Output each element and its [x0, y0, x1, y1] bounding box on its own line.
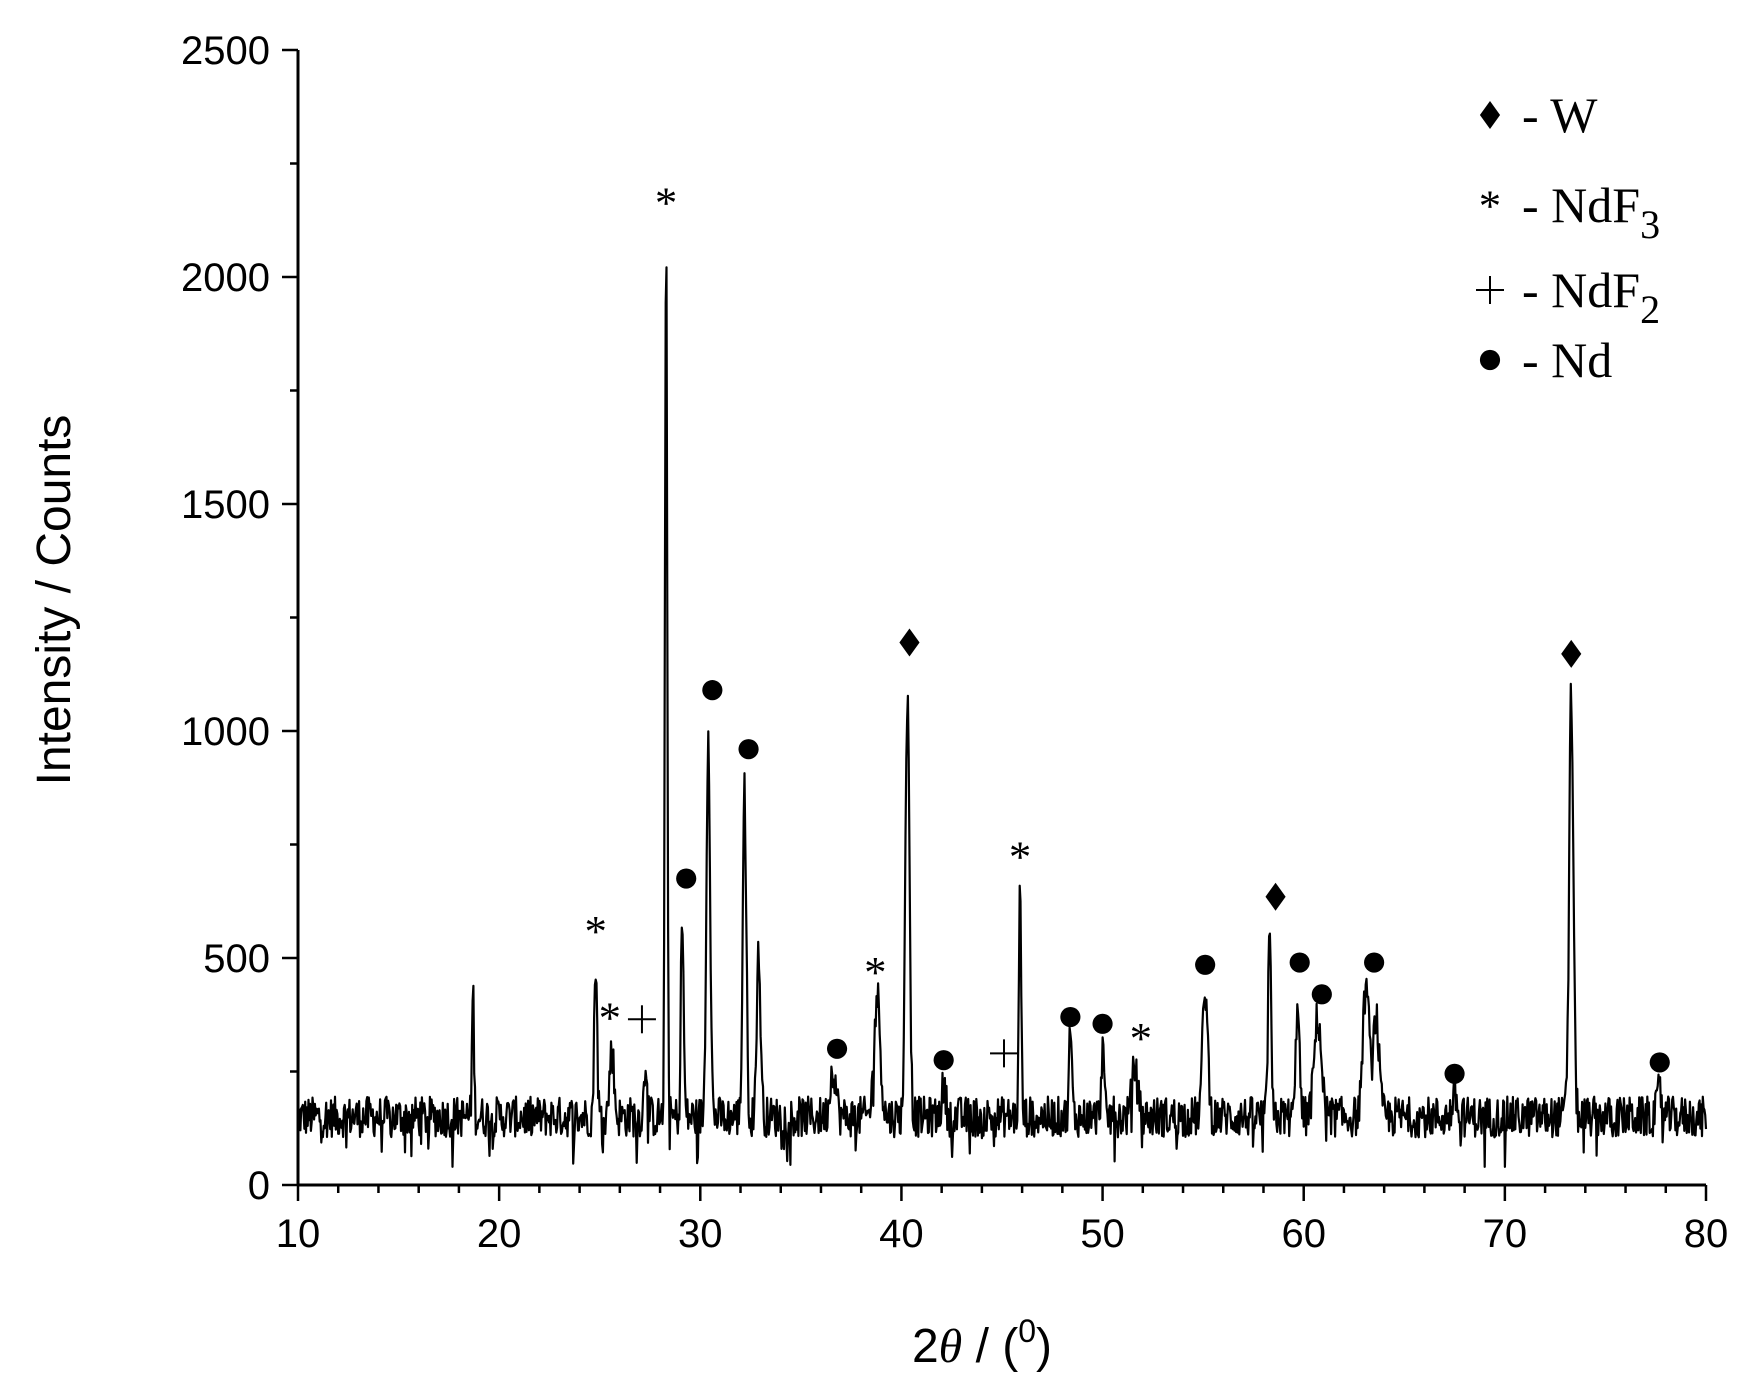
asterisk-marker: * [1130, 1013, 1152, 1063]
y-tick-label: 2000 [181, 256, 270, 300]
circle-marker [1444, 1063, 1465, 1084]
x-tick-label: 80 [1684, 1212, 1729, 1256]
circle-marker [1092, 1013, 1113, 1034]
circle-marker [1364, 952, 1385, 973]
asterisk-marker: * [864, 947, 886, 997]
x-tick-label: 30 [678, 1212, 723, 1256]
circle-marker [1289, 952, 1310, 973]
y-tick-label: 2500 [181, 29, 270, 73]
plus-marker [627, 1005, 656, 1034]
y-axis-ticks: 0 500 1000 1500 2000 2500 [181, 29, 298, 1208]
y-axis-title: Intensity / Counts [28, 415, 81, 786]
x-axis-title-unit: / ( [962, 1320, 1018, 1373]
x-axis-title: 2θ / (0) [912, 1313, 1052, 1373]
legend-item: - W [1479, 87, 1598, 143]
y-tick-label: 500 [203, 937, 270, 981]
diamond-marker [899, 628, 920, 657]
x-tick-label: 50 [1080, 1212, 1125, 1256]
circle-marker [676, 868, 697, 889]
x-axis-title-theta: θ [939, 1320, 963, 1373]
x-tick-label: 60 [1281, 1212, 1326, 1256]
circle-marker [1311, 984, 1332, 1005]
legend-label: - W [1522, 87, 1598, 143]
x-axis-title-prefix: 2 [912, 1320, 939, 1373]
asterisk-legend-icon: * [1479, 180, 1501, 230]
legend-label: - NdF3 [1522, 177, 1660, 247]
x-tick-label: 20 [477, 1212, 522, 1256]
plus-marker [990, 1039, 1019, 1068]
x-axis-title-degree: 0 [1018, 1313, 1036, 1349]
circle-marker [1649, 1052, 1670, 1073]
circle-marker [702, 680, 723, 701]
circle-marker [1195, 954, 1216, 975]
x-tick-label: 70 [1483, 1212, 1528, 1256]
asterisk-marker: * [1009, 831, 1031, 881]
circle-marker [933, 1050, 954, 1071]
legend-item: - Nd [1479, 332, 1612, 388]
legend-label: - NdF2 [1522, 262, 1660, 332]
asterisk-marker: * [599, 992, 621, 1042]
circle-marker [826, 1038, 848, 1059]
x-axis-ticks: 10 20 30 40 50 60 70 80 [276, 1185, 1729, 1256]
diamond-marker [1561, 639, 1582, 668]
legend: - W * - NdF3 - NdF2- Nd [1476, 87, 1660, 388]
legend-item: - NdF2 [1476, 262, 1660, 332]
circle-marker [738, 739, 759, 760]
x-tick-label: 10 [276, 1212, 321, 1256]
asterisk-marker: * [655, 177, 677, 227]
y-tick-label: 1000 [181, 710, 270, 754]
diamond-legend-icon [1479, 101, 1501, 129]
y-tick-label: 1500 [181, 483, 270, 527]
asterisk-marker: * [584, 906, 606, 956]
legend-item: * - NdF3 [1479, 177, 1660, 247]
y-tick-label: 0 [248, 1164, 270, 1208]
legend-label: - Nd [1522, 332, 1612, 388]
circle-marker [1060, 1006, 1081, 1028]
xrd-trace-line [297, 266, 1708, 1168]
diamond-marker [1265, 882, 1286, 911]
x-tick-label: 40 [879, 1212, 924, 1256]
x-axis-title-close: ) [1036, 1320, 1052, 1373]
circle-legend-icon [1479, 349, 1501, 371]
phase-markers: * * * * * * [584, 177, 1670, 1084]
plus-legend-icon [1476, 276, 1504, 304]
